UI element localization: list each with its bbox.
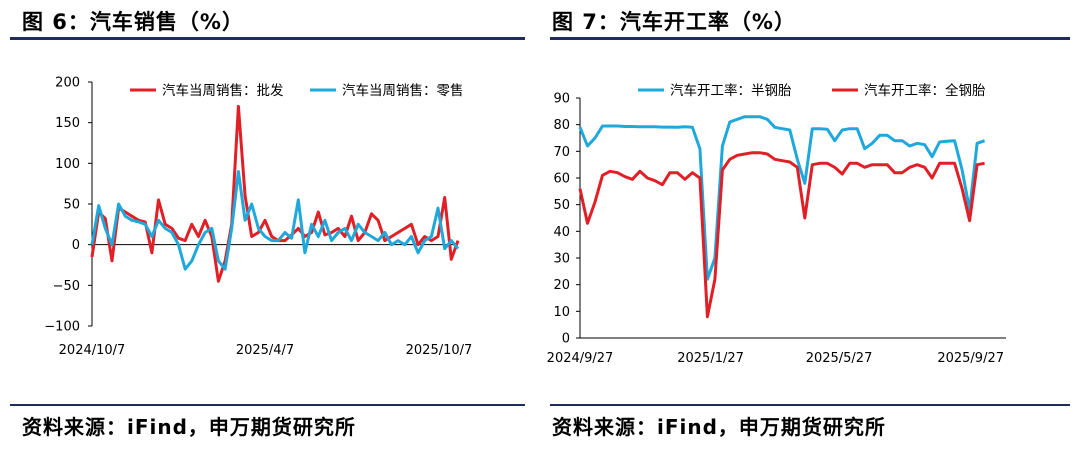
y-tick-label: 30 bbox=[553, 252, 570, 267]
x-tick-label: 2025/5/27 bbox=[806, 351, 873, 366]
y-tick-label: 40 bbox=[553, 225, 570, 240]
legend-label: 汽车当周销售：批发 bbox=[162, 82, 284, 99]
x-tick-label: 2025/9/27 bbox=[937, 351, 1004, 366]
x-tick-label: 2024/9/27 bbox=[547, 351, 614, 366]
source-rule bbox=[550, 404, 1070, 406]
y-tick-label: 0 bbox=[72, 238, 80, 253]
source-note: 资料来源：iFind，申万期货研究所 bbox=[552, 415, 886, 439]
legend-label: 汽车开工率：全钢胎 bbox=[864, 82, 986, 99]
y-tick-label: −100 bbox=[44, 320, 80, 335]
figure-7-panel: 图 7：汽车开工率（%） 0 10 20 30 40 50 60 70 80 90 2024/9/2… bbox=[547, 0, 1070, 453]
series-line-1 bbox=[578, 115, 986, 281]
figure-6-panel: 图 6：汽车销售（%） −100 −50 0 50 100 150 200 2024/10/7… bbox=[0, 0, 525, 453]
x-tick-label: 2025/4/7 bbox=[236, 343, 294, 358]
x-tick-label: 2025/10/7 bbox=[406, 343, 473, 358]
y-tick-label: 200 bbox=[55, 76, 80, 91]
legend-label: 汽车当周销售：零售 bbox=[342, 82, 464, 99]
y-tick-label: 10 bbox=[553, 305, 570, 320]
legend-label: 汽车开工率：半钢胎 bbox=[670, 82, 792, 99]
figure-title: 图 6：汽车销售（%） bbox=[22, 10, 244, 34]
chart-tire-utilization: 0 10 20 30 40 50 60 70 80 90 2024/9/27 2025/1/27 202… bbox=[547, 82, 1006, 366]
y-tick-label: 100 bbox=[55, 157, 80, 172]
y-tick-label: 60 bbox=[553, 172, 570, 187]
y-tick-label: 70 bbox=[553, 145, 570, 160]
figure-title: 图 7：汽车开工率（%） bbox=[552, 10, 796, 34]
y-tick-label: 80 bbox=[553, 118, 570, 133]
title-rule bbox=[550, 37, 1070, 40]
title-rule bbox=[10, 37, 525, 40]
y-tick-label: −50 bbox=[53, 279, 80, 294]
y-tick-label: 90 bbox=[553, 92, 570, 107]
chart-car-sales: −100 −50 0 50 100 150 200 2024/10/7 2025/4/7 2025… bbox=[44, 76, 473, 359]
series-line-1 bbox=[90, 104, 460, 283]
source-rule bbox=[10, 404, 525, 406]
y-tick-label: 150 bbox=[55, 116, 80, 131]
series-line-2 bbox=[578, 151, 985, 319]
y-tick-label: 50 bbox=[553, 198, 570, 213]
y-tick-label: 0 bbox=[562, 332, 570, 347]
x-tick-label: 2025/1/27 bbox=[677, 351, 744, 366]
y-tick-label: 50 bbox=[63, 198, 80, 213]
x-tick-label: 2024/10/7 bbox=[59, 343, 126, 358]
series-line-2 bbox=[90, 170, 460, 271]
source-note: 资料来源：iFind，申万期货研究所 bbox=[22, 415, 356, 439]
y-tick-label: 20 bbox=[553, 278, 570, 293]
